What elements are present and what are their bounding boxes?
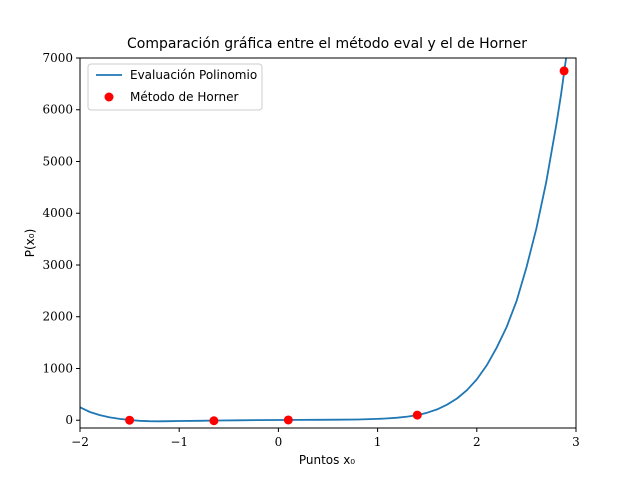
horner-point (283, 415, 293, 425)
y-axis-label: P(x₀) (23, 229, 37, 258)
y-tick-label: 7000 (42, 51, 73, 65)
plot-area (80, 58, 569, 426)
y-tick-label: 3000 (42, 258, 73, 272)
horner-point (209, 416, 219, 426)
y-tick-label: 6000 (42, 103, 73, 117)
legend-label-series-1: Evaluación Polinomio (130, 68, 257, 82)
chart-title: Comparación gráfica entre el método eval… (127, 36, 527, 52)
x-axis-label: Puntos x₀ (299, 453, 355, 467)
y-tick-label: 4000 (42, 206, 73, 220)
legend-box (87, 63, 263, 111)
legend-marker-swatch (104, 92, 114, 102)
x-tick-label: 2 (473, 435, 481, 449)
y-tick-label: 0 (65, 413, 73, 427)
legend: Evaluación Polinomio Método de Horner (87, 63, 263, 111)
x-tick-label: −1 (170, 435, 188, 449)
x-tick-label: 1 (374, 435, 382, 449)
horner-point (125, 415, 135, 425)
horner-point (412, 410, 422, 420)
axes-frame (79, 57, 577, 429)
series-line-evaluacion-polinomio (80, 58, 567, 423)
y-tick-label: 5000 (42, 154, 73, 168)
x-tick-label: −2 (71, 435, 89, 449)
axis-ticks: −2 −1 0 1 2 3 0 1000 2000 3000 4000 5000 6000 7000 (42, 51, 579, 449)
horner-point (559, 66, 569, 76)
legend-label-series-2: Método de Horner (130, 90, 238, 104)
y-tick-label: 1000 (42, 361, 73, 375)
x-tick-label: 3 (572, 435, 580, 449)
x-tick-label: 0 (275, 435, 283, 449)
y-tick-label: 2000 (42, 310, 73, 324)
